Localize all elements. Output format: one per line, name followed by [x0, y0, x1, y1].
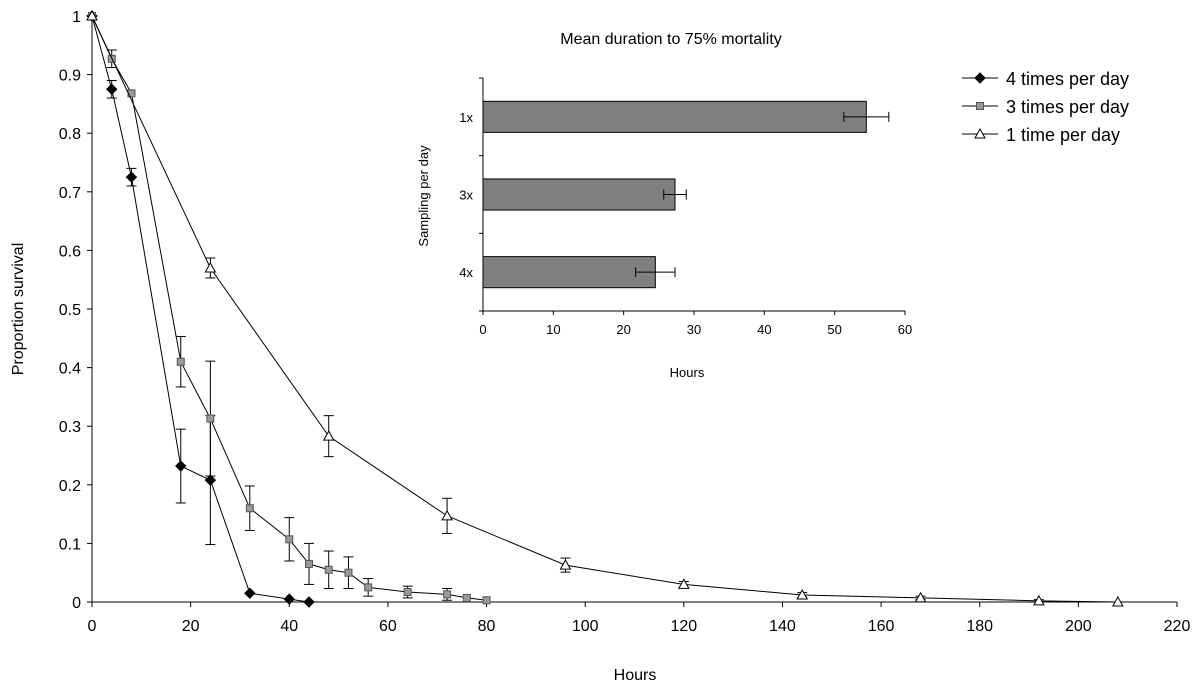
data-point [285, 535, 294, 544]
y-tick-label: 0.9 [59, 68, 81, 85]
data-point [677, 578, 690, 589]
data-point [403, 588, 412, 597]
y-tick-label: 0 [72, 595, 81, 612]
y-tick-label: 0.2 [59, 478, 81, 495]
legend-label: 3 times per day [1006, 97, 1129, 117]
data-point [86, 9, 98, 21]
y-tick-label: 0.5 [59, 302, 81, 319]
inset-x-tick-label: 10 [546, 322, 560, 337]
inset-x-tick-label: 40 [757, 322, 771, 337]
x-tick-label: 180 [966, 618, 993, 635]
inset-x-tick-label: 20 [616, 322, 630, 337]
x-tick-label: 0 [88, 618, 97, 635]
inset-y-axis-title: Sampling per day [416, 145, 431, 247]
data-point [324, 565, 333, 574]
x-tick-label: 20 [182, 618, 200, 635]
inset-category-label: 1x [459, 110, 473, 125]
inset-x-axis-title: Hours [670, 365, 705, 380]
data-point [283, 593, 295, 605]
data-point [245, 504, 254, 513]
inset-x-tick-label: 50 [827, 322, 841, 337]
legend-label: 1 time per day [1006, 125, 1120, 145]
data-point [106, 83, 118, 95]
x-tick-label: 120 [670, 618, 697, 635]
data-point [1111, 595, 1124, 607]
inset-bar-chart: Mean duration to 75% mortality 1x 3x 4x 0 10 2… [416, 31, 912, 380]
y-tick-label: 0.8 [59, 126, 81, 143]
series-line [91, 15, 487, 601]
data-point [206, 414, 215, 423]
y-tick-label: 0.6 [59, 243, 81, 260]
y-tick-label: 0.1 [59, 536, 81, 553]
data-point [441, 509, 453, 521]
data-point [175, 460, 187, 472]
series-1-time-per-day [86, 9, 1124, 607]
x-tick-label: 140 [769, 618, 796, 635]
series-4-times-per-day [86, 10, 315, 608]
legend-marker [974, 72, 986, 84]
x-tick-label: 100 [572, 618, 599, 635]
y-axis-title: Proportion survival [10, 243, 27, 376]
x-tick-label: 220 [1164, 618, 1191, 635]
legend-marker [974, 127, 986, 139]
y-tick-label: 0.3 [59, 419, 81, 436]
data-point [559, 559, 572, 570]
x-tick-label: 80 [478, 618, 496, 635]
bar-4x [482, 256, 656, 289]
data-point [176, 357, 185, 366]
data-point [204, 261, 217, 273]
data-point [364, 583, 373, 592]
x-tick-label: 60 [379, 618, 397, 635]
inset-x-tick-label: 60 [898, 322, 912, 337]
data-point [305, 559, 313, 568]
inset-x-tick-label: 0 [479, 322, 486, 337]
legend: 4 times per day 3 times per day 1 time per… [962, 69, 1129, 145]
series-line [91, 15, 1118, 603]
x-axis-title: Hours [614, 667, 657, 684]
y-tick-label: 1 [72, 9, 81, 26]
data-point [244, 587, 256, 599]
series-3-times-per-day [88, 12, 491, 605]
data-point [796, 588, 809, 600]
data-point [914, 591, 927, 603]
data-point [462, 593, 471, 602]
data-point [303, 596, 315, 608]
inset-category-label: 3x [459, 188, 473, 203]
inset-title: Mean duration to 75% mortality [560, 31, 781, 48]
inset-category-label: 4x [459, 265, 473, 280]
inset-x-tick-label: 30 [687, 322, 701, 337]
data-point [482, 596, 491, 605]
x-tick-label: 200 [1065, 618, 1092, 635]
x-tick-label: 40 [280, 618, 298, 635]
data-point [1033, 594, 1045, 606]
x-tick-label: 160 [868, 618, 895, 635]
legend-marker [976, 102, 984, 110]
y-tick-label: 0.4 [59, 361, 81, 378]
legend-label: 4 times per day [1006, 69, 1129, 89]
data-point [344, 568, 353, 577]
main-plot: 0 20 40 60 80 100 120 140 160 180 200 22000.10.20.3… [10, 9, 1190, 684]
data-point [204, 474, 217, 486]
data-point [125, 171, 138, 183]
series-line [91, 15, 310, 603]
data-point [443, 590, 452, 599]
data-point [322, 430, 335, 441]
bar-3x [482, 178, 676, 211]
bar-1x [482, 100, 867, 133]
y-tick-label: 0.7 [59, 185, 81, 202]
